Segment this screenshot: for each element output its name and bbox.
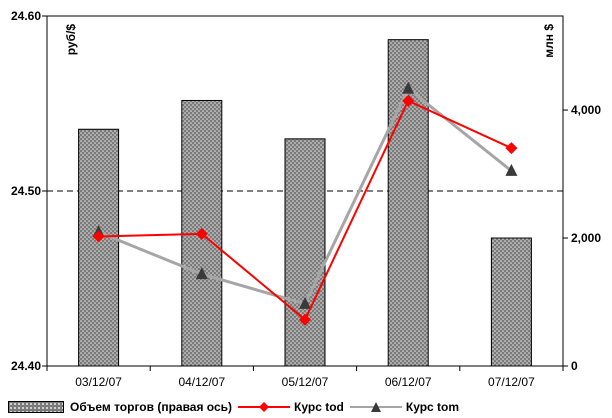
right-tick-label: 0 [571, 359, 578, 373]
right-axis-label: млн $ [542, 24, 556, 58]
x-tick-label: 06/12/07 [385, 375, 432, 389]
bar-07/12/07 [490, 237, 532, 367]
legend-swatch-tod [238, 402, 291, 412]
legend: Объем торгов (правая ось) Курс tod Курс … [8, 398, 465, 416]
marker-Курс-tod-07/12/07 [505, 142, 518, 155]
marker-Курс-tom-07/12/07 [505, 163, 518, 176]
marker-Курс-tom-06/12/07 [402, 81, 415, 94]
marker-Курс-tod-05/12/07 [299, 313, 311, 326]
marker-Курс-tom-04/12/07 [195, 267, 208, 280]
marker-Курс-tom-05/12/07 [299, 296, 311, 309]
legend-item-tom: Курс tom [349, 400, 460, 414]
legend-item-volume: Объем торгов (правая ось) [8, 400, 232, 414]
legend-label-tom: Курс tom [405, 400, 460, 414]
left-tick-label: 24.60 [11, 9, 41, 23]
chart: 24.40 24.50 24.60 0 2,000 4,000 03/12/07 04/12/… [11, 9, 601, 389]
right-tick-label: 2,000 [571, 231, 601, 245]
left-tick-label: 24.50 [11, 184, 41, 198]
marker-Курс-tod-06/12/07 [402, 94, 415, 107]
x-tick-label: 07/12/07 [488, 375, 535, 389]
x-tick-label: 03/12/07 [75, 375, 122, 389]
legend-swatch-volume [8, 401, 64, 413]
legend-swatch-tom [349, 402, 402, 412]
legend-label-tod: Курс tod [294, 400, 344, 414]
legend-item-tod: Курс tod [238, 400, 344, 414]
marker-Курс-tod-03/12/07 [92, 230, 105, 243]
marker-Курс-tod-04/12/07 [195, 227, 208, 240]
x-tick-label: 04/12/07 [178, 375, 225, 389]
legend-label-volume: Объем торгов (правая ось) [70, 400, 233, 414]
bar-03/12/07 [78, 128, 120, 367]
left-axis-label: руб/$ [64, 24, 78, 56]
right-tick-label: 4,000 [571, 103, 601, 117]
left-tick-label: 24.40 [11, 359, 41, 373]
bar-06/12/07 [387, 39, 429, 367]
bar-05/12/07 [284, 138, 326, 367]
x-tick-label: 05/12/07 [282, 375, 329, 389]
